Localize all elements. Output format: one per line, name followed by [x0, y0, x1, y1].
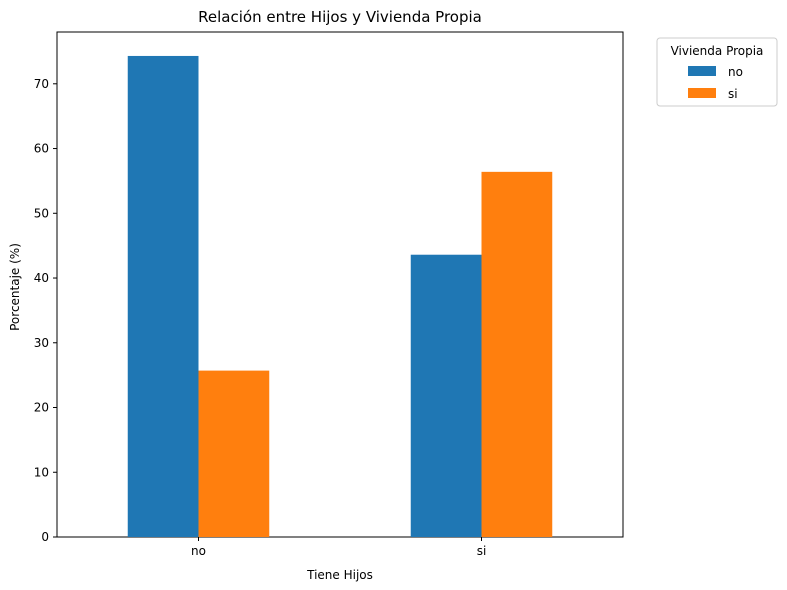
legend-title: Vivienda Propia [671, 44, 764, 58]
y-tick-label: 60 [34, 142, 49, 156]
bar-no-si [410, 254, 482, 537]
y-tick-label: 70 [34, 77, 49, 91]
y-tick-label: 30 [34, 336, 49, 350]
x-tick-label: no [191, 544, 206, 558]
bar-no-no [127, 55, 199, 537]
legend-frame [656, 37, 778, 107]
y-tick-label: 40 [34, 271, 49, 285]
legend-swatch-si [688, 88, 716, 98]
legend: Vivienda Propia no si [656, 37, 778, 107]
bar-si-no [198, 370, 270, 537]
chart-title: Relación entre Hijos y Vivienda Propia [198, 8, 482, 26]
axes-frame [56, 31, 624, 538]
y-tick-label: 20 [34, 401, 49, 415]
x-tick-label: si [477, 544, 487, 558]
y-tick-label: 0 [41, 530, 49, 544]
x-axis: no si [191, 537, 486, 558]
y-tick-label: 50 [34, 206, 49, 220]
legend-label-si: si [728, 87, 738, 101]
bar-si-si [481, 171, 553, 537]
y-axis: 0 10 20 30 40 50 60 70 [34, 77, 57, 544]
y-tick-label: 10 [34, 465, 49, 479]
legend-label-no: no [728, 65, 743, 79]
plot-area: 0 10 20 30 40 50 60 70 no si [34, 31, 624, 558]
x-axis-label: Tiene Hijos [306, 568, 373, 582]
y-axis-label: Porcentaje (%) [8, 243, 22, 331]
legend-swatch-no [688, 66, 716, 76]
